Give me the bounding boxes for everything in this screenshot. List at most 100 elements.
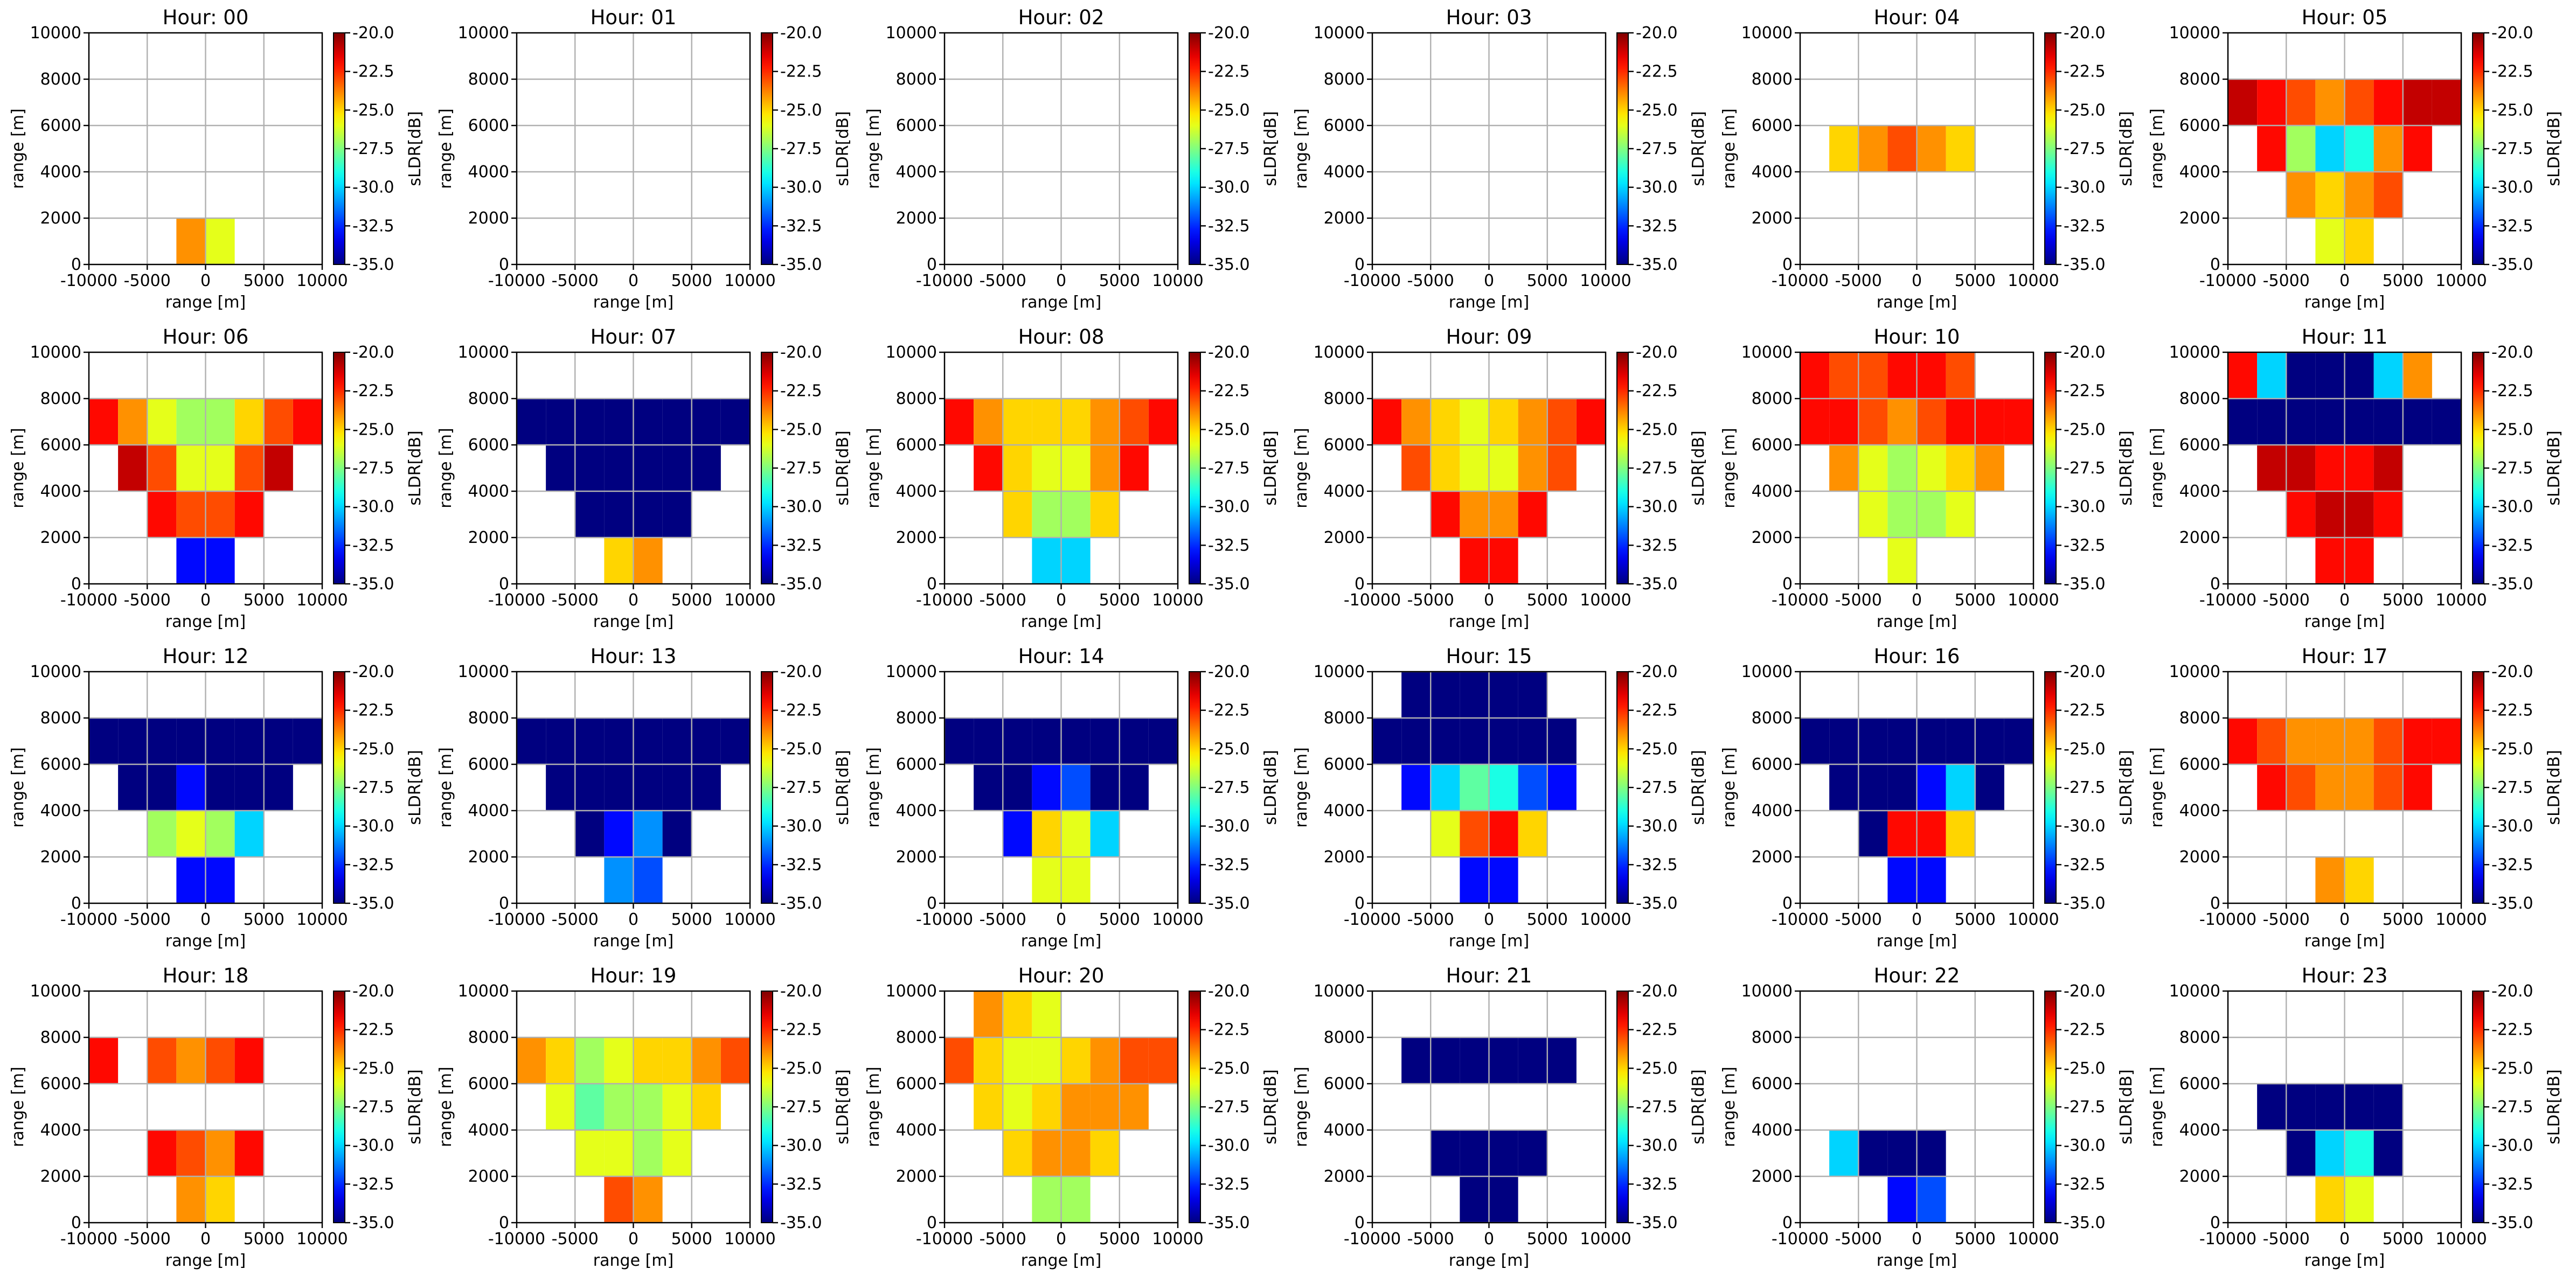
subplot: Hour: 23 -10000 -5000 0 5000 10000 0 2000 4000 60… — [2148, 964, 2564, 1270]
colorbar-label: sLDR[dB] — [834, 1069, 852, 1144]
colorbar-tick-label: -30.0 — [2064, 817, 2106, 836]
heatmap-cell — [176, 445, 206, 491]
heatmap-cell — [633, 1176, 663, 1223]
colorbar — [1189, 671, 1201, 904]
heatmap-cell — [2373, 79, 2403, 125]
heatmap-cell — [2004, 399, 2033, 445]
heatmap-cell — [1518, 491, 1547, 538]
x-tick-label: 10000 — [724, 591, 775, 610]
colorbar-tick-label: -27.5 — [2064, 778, 2106, 797]
heatmap-cell — [662, 718, 692, 764]
heatmap-cell — [205, 764, 235, 811]
y-axis-label: range [m] — [1292, 1066, 1311, 1147]
x-tick-label: 10000 — [2008, 591, 2059, 610]
heatmap-cell — [234, 491, 264, 538]
heatmap-cell — [2344, 491, 2374, 538]
heatmap-cell — [1460, 538, 1489, 584]
y-tick-label: 4000 — [896, 163, 937, 182]
colorbar-tick-label: -22.5 — [2491, 701, 2533, 720]
x-tick-label: 0 — [628, 1230, 638, 1249]
x-tick-label: -5000 — [1407, 271, 1454, 290]
heatmap-cell — [2344, 718, 2374, 764]
heatmap-cell — [1460, 718, 1489, 764]
colorbar — [2044, 671, 2057, 904]
heatmap-cell — [517, 718, 546, 764]
colorbar-tick-label: -30.0 — [352, 498, 394, 517]
x-tick-label: 0 — [1912, 1230, 1922, 1249]
y-tick-label: 10000 — [30, 343, 81, 362]
heatmap-cell — [89, 1037, 119, 1084]
heatmap-cell — [2315, 352, 2345, 399]
y-tick-label: 10000 — [458, 343, 509, 362]
x-tick-label: 5000 — [671, 910, 712, 929]
colorbar-tick-label: -20.0 — [2064, 343, 2106, 362]
x-tick-label: -5000 — [124, 910, 171, 929]
colorbar-tick-label: -25.0 — [1208, 1059, 1250, 1078]
heatmap-cell — [1460, 764, 1489, 811]
y-tick-label: 6000 — [1324, 755, 1365, 774]
y-tick-label: 8000 — [40, 1028, 81, 1047]
heatmap-cell — [1829, 445, 1859, 491]
heatmap-cell — [89, 718, 119, 764]
colorbar-tick-label: -25.0 — [1208, 101, 1250, 120]
colorbar-tick-label: -27.5 — [352, 459, 394, 478]
heatmap-cell — [662, 491, 692, 538]
heatmap-cell — [263, 718, 293, 764]
y-tick-label: 0 — [927, 575, 937, 594]
x-tick-label: -10000 — [60, 271, 117, 290]
colorbar-tick-label: -20.0 — [2491, 663, 2533, 681]
colorbar-tick-label: -30.0 — [2064, 178, 2106, 197]
colorbar-tick-label: -35.0 — [2064, 1214, 2106, 1232]
heatmap-cell — [691, 718, 721, 764]
heatmap-cell — [234, 1130, 264, 1176]
heatmap-cell — [720, 399, 750, 445]
colorbar-tick-label: -35.0 — [1208, 575, 1250, 594]
x-tick-label: 10000 — [1580, 271, 1631, 290]
x-axis-label: range [m] — [1449, 612, 1529, 631]
axes-frame — [2227, 990, 2462, 1224]
subplot: Hour: 01 -10000 -5000 0 5000 10000 0 2000 4000 60… — [436, 6, 852, 312]
colorbar-tick-label: -35.0 — [352, 894, 394, 913]
colorbar-tick-label: -35.0 — [1208, 1214, 1250, 1232]
colorbar — [2044, 352, 2057, 584]
heatmap-cell — [2286, 125, 2316, 172]
chart-title: Hour: 16 — [1874, 645, 1960, 668]
colorbar-tick-label: -22.5 — [780, 382, 822, 401]
heatmap-cell — [546, 718, 575, 764]
heatmap-cell — [604, 764, 634, 811]
colorbar-tick-label: -20.0 — [1208, 982, 1250, 1001]
subplot: Hour: 22 -10000 -5000 0 5000 10000 0 2000 4000 60… — [1720, 964, 2136, 1270]
y-tick-label: 10000 — [886, 24, 937, 43]
y-tick-label: 0 — [499, 1214, 509, 1232]
subplot: Hour: 14 -10000 -5000 0 5000 10000 0 2000 4000 60… — [864, 645, 1280, 951]
heatmap-cell — [1547, 764, 1577, 811]
heatmap-cell — [2344, 1084, 2374, 1130]
x-tick-label: 0 — [628, 271, 638, 290]
heatmap-cell — [2373, 764, 2403, 811]
x-tick-label: 5000 — [1527, 1230, 1568, 1249]
y-tick-label: 10000 — [1314, 982, 1365, 1001]
heatmap-cell — [1431, 445, 1460, 491]
colorbar-tick-label: -20.0 — [2064, 24, 2106, 43]
colorbar-label: sLDR[dB] — [406, 1069, 425, 1144]
x-tick-label: 10000 — [296, 910, 348, 929]
colorbar-tick-label: -30.0 — [2491, 817, 2533, 836]
y-tick-label: 2000 — [40, 848, 81, 867]
colorbar-tick-label: -20.0 — [1208, 663, 1250, 681]
axes-frame — [1799, 351, 2035, 585]
heatmap-cell — [234, 764, 264, 811]
axes-frame — [1371, 990, 1607, 1224]
y-tick-label: 4000 — [468, 801, 509, 820]
heatmap-cell — [1489, 1176, 1518, 1223]
heatmap-cell — [1119, 764, 1149, 811]
colorbar-tick-label: -25.0 — [2491, 101, 2533, 120]
y-tick-label: 8000 — [40, 709, 81, 728]
heatmap-cell — [1858, 764, 1888, 811]
subplot: Hour: 03 -10000 -5000 0 5000 10000 0 2000 4000 60… — [1292, 6, 1708, 312]
heatmap-cell — [1460, 857, 1489, 903]
heatmap-cell — [1975, 718, 2004, 764]
heatmap-cell — [1829, 764, 1859, 811]
heatmap-cell — [1917, 352, 1946, 399]
y-tick-label: 10000 — [2169, 343, 2220, 362]
heatmap-cell — [1887, 399, 1917, 445]
